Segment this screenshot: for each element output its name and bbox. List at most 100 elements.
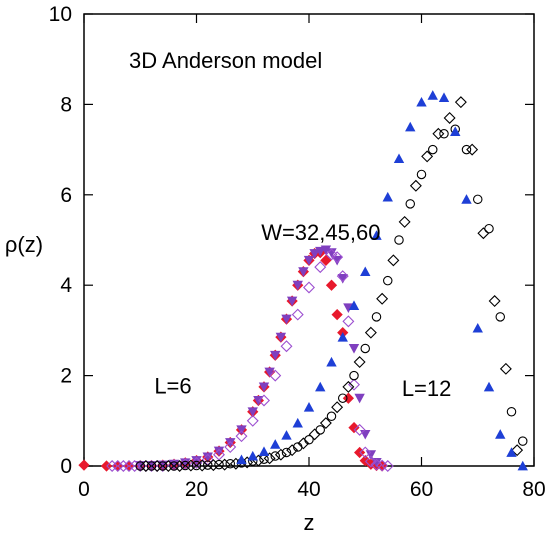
data-point-diamond-open bbox=[196, 459, 209, 472]
data-point-triangle-up-filled bbox=[247, 450, 258, 461]
data-point-triangle-down-filled bbox=[264, 367, 275, 378]
data-point-diamond-open bbox=[353, 423, 366, 436]
data-point-triangle-up-filled bbox=[292, 417, 303, 428]
data-point-diamond-open bbox=[387, 254, 400, 267]
axis-tick-labels: 0 20 40 60 80 0 2 4 6 8 10 bbox=[49, 3, 546, 501]
data-point-diamond-filled bbox=[348, 421, 360, 434]
data-point-diamond-open bbox=[336, 270, 349, 283]
data-point-diamond-open bbox=[117, 460, 130, 472]
data-point-triangle-down-filled bbox=[202, 452, 213, 463]
series-diamond-open bbox=[106, 248, 394, 472]
data-point-diamond-open bbox=[381, 460, 394, 472]
data-point-triangle-down-filled bbox=[343, 303, 354, 313]
data-point-diamond-open bbox=[331, 401, 344, 414]
data-point-diamond-open bbox=[314, 261, 327, 274]
data-point-circle-open bbox=[394, 235, 404, 245]
data-point-circle-open bbox=[326, 411, 337, 422]
data-point-diamond-filled bbox=[331, 308, 343, 321]
data-point-triangle-up-filled bbox=[270, 439, 281, 449]
data-point-circle-open bbox=[427, 144, 438, 155]
data-point-circle-open bbox=[146, 461, 157, 471]
data-point-circle-open bbox=[349, 370, 359, 381]
data-point-circle-open bbox=[158, 461, 168, 471]
data-point-diamond-open bbox=[342, 380, 355, 393]
data-point-triangle-up-filled bbox=[371, 230, 382, 240]
data-point-diamond-open bbox=[303, 281, 315, 294]
data-point-circle-open bbox=[484, 223, 494, 234]
data-point-diamond-open bbox=[224, 441, 237, 453]
data-point-triangle-down-filled bbox=[348, 344, 360, 354]
series-circle-open bbox=[135, 124, 528, 471]
data-point-diamond-open bbox=[128, 460, 141, 472]
data-point-diamond-open bbox=[286, 444, 299, 457]
data-point-diamond-open bbox=[162, 460, 175, 472]
x-tick-label: 20 bbox=[185, 478, 208, 501]
data-point-diamond-open bbox=[376, 459, 389, 472]
data-point-triangle-down-filled bbox=[286, 296, 298, 307]
y-tick-label: 2 bbox=[60, 365, 72, 388]
x-tick-label: 40 bbox=[297, 478, 320, 501]
data-point-diamond-open bbox=[111, 460, 124, 472]
data-point-circle-open bbox=[495, 312, 505, 322]
data-point-diamond-open bbox=[331, 251, 344, 264]
data-point-circle-open bbox=[191, 460, 202, 471]
annotation-text: 3D Anderson model bbox=[129, 48, 322, 73]
data-point-circle-open bbox=[270, 451, 280, 461]
data-point-triangle-down-filled bbox=[270, 350, 281, 361]
data-point-triangle-up-filled bbox=[236, 454, 247, 465]
data-point-circle-open bbox=[461, 144, 472, 155]
data-point-diamond-open bbox=[173, 460, 186, 472]
data-point-triangle-up-filled bbox=[315, 381, 326, 392]
data-point-diamond-filled bbox=[320, 254, 332, 266]
data-point-diamond-open bbox=[421, 150, 434, 163]
data-point-diamond-open bbox=[499, 362, 512, 375]
data-point-triangle-up-filled bbox=[450, 126, 461, 136]
data-point-diamond-open bbox=[409, 179, 422, 192]
data-point-triangle-down-filled bbox=[275, 332, 287, 343]
data-point-diamond-open bbox=[308, 428, 321, 441]
data-point-circle-open bbox=[382, 275, 393, 286]
plot-frame bbox=[83, 13, 535, 467]
data-markers bbox=[78, 90, 528, 472]
data-point-diamond-open bbox=[325, 248, 338, 261]
data-point-diamond-open bbox=[364, 455, 377, 468]
data-point-diamond-open bbox=[269, 369, 282, 382]
data-point-diamond-open bbox=[348, 378, 360, 391]
data-point-diamond-open bbox=[207, 459, 220, 472]
data-point-diamond-open bbox=[443, 111, 456, 124]
data-point-triangle-up-filled bbox=[303, 402, 315, 412]
data-point-diamond-open bbox=[235, 430, 248, 443]
data-point-diamond-open bbox=[398, 215, 411, 228]
data-point-diamond-open bbox=[511, 444, 524, 457]
data-point-diamond-open bbox=[258, 394, 270, 407]
data-point-triangle-down-filled bbox=[320, 245, 332, 256]
data-point-diamond-open bbox=[190, 456, 203, 469]
data-point-triangle-up-filled bbox=[416, 96, 427, 107]
data-point-triangle-down-filled bbox=[213, 446, 225, 457]
data-point-triangle-up-filled bbox=[483, 381, 495, 392]
data-point-diamond-open bbox=[477, 227, 490, 240]
y-axis-label: ρ(z) bbox=[5, 232, 43, 257]
data-point-circle-open bbox=[169, 461, 179, 471]
data-point-circle-open bbox=[517, 436, 528, 446]
data-point-triangle-down-filled bbox=[360, 429, 371, 440]
data-point-diamond-open bbox=[274, 448, 287, 461]
data-point-circle-open bbox=[214, 459, 224, 470]
data-point-triangle-down-filled bbox=[298, 267, 309, 277]
data-point-diamond-open bbox=[353, 356, 366, 369]
data-point-triangle-down-filled bbox=[303, 255, 315, 266]
data-point-diamond-filled bbox=[325, 279, 338, 291]
data-point-triangle-down-filled bbox=[292, 280, 303, 291]
data-point-diamond-open bbox=[291, 308, 304, 321]
data-point-triangle-down-filled bbox=[281, 314, 292, 325]
data-point-diamond-open bbox=[342, 315, 355, 328]
data-point-diamond-open bbox=[359, 446, 372, 459]
data-point-circle-open bbox=[203, 460, 213, 470]
data-point-diamond-open bbox=[246, 414, 259, 427]
data-point-triangle-down-filled bbox=[354, 393, 365, 404]
y-tick-label: 8 bbox=[60, 93, 72, 116]
annotations: 3D Anderson model W=32,45,60 L=6 L=12 bbox=[129, 48, 451, 401]
x-tick-label: 80 bbox=[522, 478, 545, 501]
data-point-diamond-open bbox=[297, 437, 310, 450]
data-point-diamond-open bbox=[364, 326, 377, 339]
